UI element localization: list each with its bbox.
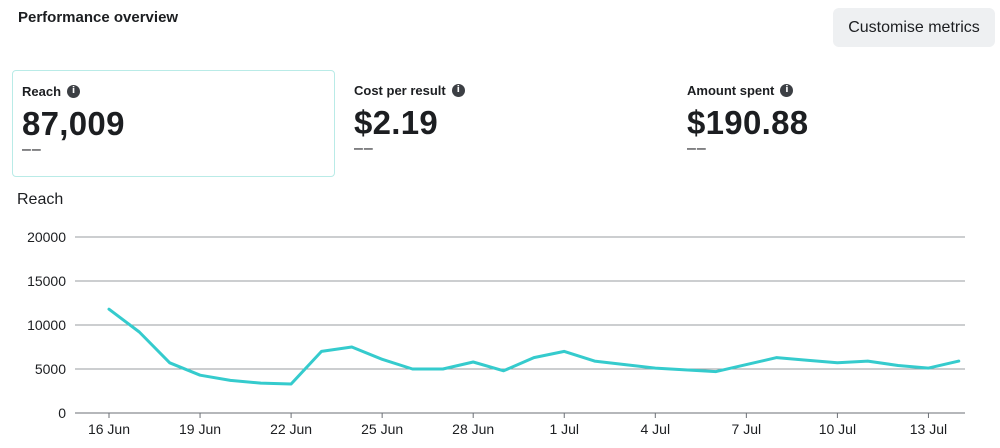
data-point[interactable] xyxy=(198,373,202,377)
metric-delta: –– xyxy=(354,140,374,157)
data-point[interactable] xyxy=(320,350,323,353)
data-point[interactable] xyxy=(532,356,536,359)
data-point[interactable] xyxy=(229,379,232,382)
y-tick-label: 0 xyxy=(58,405,66,421)
data-point[interactable] xyxy=(593,359,596,363)
data-point[interactable] xyxy=(350,345,353,349)
metric-card-cost-per-result[interactable]: Cost per result i $2.19 –– xyxy=(345,70,665,177)
metric-label: Amount spent xyxy=(687,83,775,98)
data-point[interactable] xyxy=(168,361,171,365)
data-point[interactable] xyxy=(563,350,566,353)
data-point[interactable] xyxy=(896,364,900,367)
data-point[interactable] xyxy=(654,366,657,370)
x-tick-label: 4 Jul xyxy=(641,421,671,437)
customise-metrics-button[interactable]: Customise metrics xyxy=(833,8,995,47)
data-point[interactable] xyxy=(836,361,839,365)
x-tick-label: 28 Jun xyxy=(452,421,494,437)
data-point[interactable] xyxy=(866,359,869,363)
data-point[interactable] xyxy=(623,363,627,366)
data-point[interactable] xyxy=(441,367,445,371)
y-tick-label: 20000 xyxy=(27,229,66,245)
x-tick-label: 22 Jun xyxy=(270,421,312,437)
metric-delta: –– xyxy=(22,141,42,158)
metric-value: $2.19 xyxy=(354,104,439,141)
reach-series-line xyxy=(107,307,961,386)
data-point[interactable] xyxy=(259,381,262,385)
chart-y-label: Reach xyxy=(17,191,64,208)
x-tick-label: 7 Jul xyxy=(732,421,762,437)
y-tick-label: 15000 xyxy=(27,273,66,289)
x-tick-label: 1 Jul xyxy=(549,421,579,437)
data-point[interactable] xyxy=(411,367,414,371)
data-point[interactable] xyxy=(714,370,718,373)
metric-value: $190.88 xyxy=(687,104,809,141)
metric-label: Cost per result xyxy=(354,83,446,98)
x-tick-label: 10 Jul xyxy=(819,421,856,437)
metric-label: Reach xyxy=(22,84,62,99)
metric-card-amount-spent[interactable]: Amount spent i $190.88 –– xyxy=(678,70,978,177)
info-icon[interactable]: i xyxy=(780,84,794,97)
page-title: Performance overview xyxy=(18,9,179,26)
data-point[interactable] xyxy=(138,330,141,334)
x-tick-label: 13 Jul xyxy=(910,421,947,437)
data-point[interactable] xyxy=(107,307,111,311)
metric-value: 87,009 xyxy=(22,105,125,142)
data-point[interactable] xyxy=(927,366,930,370)
data-point[interactable] xyxy=(502,369,505,372)
metric-card-reach[interactable]: Reach i 87,009 –– xyxy=(12,70,335,177)
data-point[interactable] xyxy=(289,382,293,386)
x-tick-label: 16 Jun xyxy=(88,421,130,437)
info-icon[interactable]: i xyxy=(451,84,465,97)
data-point[interactable] xyxy=(380,358,384,361)
data-point[interactable] xyxy=(775,356,778,359)
data-point[interactable] xyxy=(957,359,960,363)
x-tick-label: 19 Jun xyxy=(179,421,221,437)
info-icon[interactable]: i xyxy=(67,85,81,98)
x-tick-label: 25 Jun xyxy=(361,421,403,437)
data-point[interactable] xyxy=(805,359,809,362)
metric-delta: –– xyxy=(687,140,707,157)
data-point[interactable] xyxy=(745,363,748,366)
y-tick-label: 10000 xyxy=(27,317,66,333)
data-point[interactable] xyxy=(472,360,475,364)
y-tick-label: 5000 xyxy=(35,361,66,377)
data-point[interactable] xyxy=(684,368,687,372)
